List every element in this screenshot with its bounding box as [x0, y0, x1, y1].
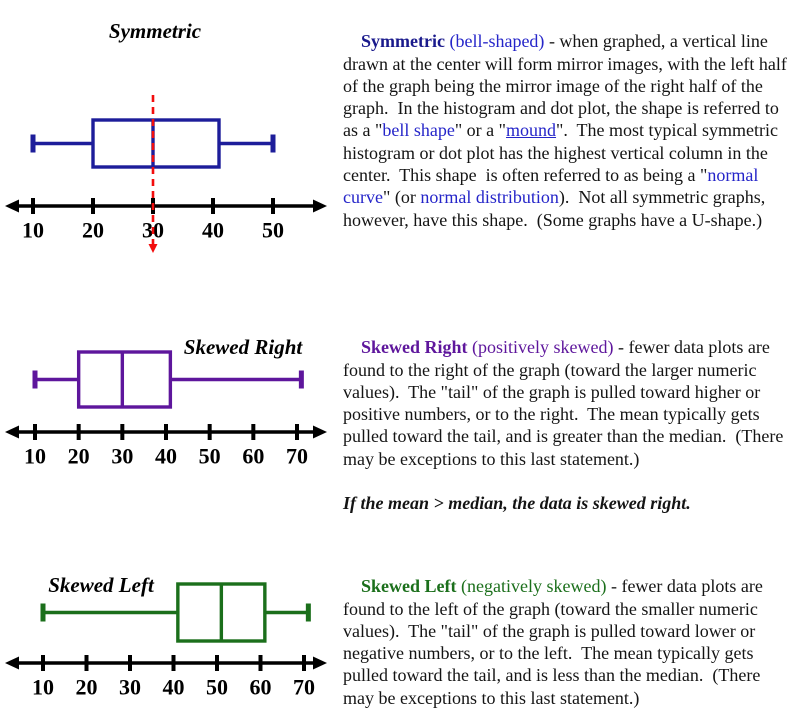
axis-arrow-right-icon [313, 199, 327, 213]
tick-label: 50 [262, 218, 284, 243]
tick-label: 60 [242, 444, 264, 469]
body-text: ). Not all symmetric graphs, however, ha… [343, 187, 770, 230]
iqr-box [91, 118, 221, 169]
figure-title: Symmetric [109, 19, 202, 43]
accent-term-underlined: mound [506, 120, 557, 141]
term-heading: Symmetric [361, 31, 445, 52]
body-text: " (or [382, 187, 421, 208]
term-heading: Skewed Right [361, 337, 468, 358]
accent-term: bell shape [382, 120, 455, 141]
body-text: - fewer data plots are found to the left… [343, 576, 768, 708]
axis-arrow-right-icon [313, 656, 327, 670]
tick-label: 50 [206, 675, 228, 700]
skewed-left-paragraph: Skewed Left (negatively skewed) - fewer … [343, 576, 767, 707]
axis-arrow-left-icon [5, 425, 19, 439]
body-text: - when graphed, a vertical line drawn at… [343, 31, 787, 141]
accent-term: normal distribution [420, 187, 559, 208]
skewed-right-paragraph: Skewed Right (positively skewed) - fewer… [343, 337, 788, 468]
body-text: - fewer data plots are found to the righ… [343, 337, 788, 469]
figure-symmetric-boxplot: 10 20 30 40 50 Symmetric [0, 0, 335, 270]
figure-skewed-left-boxplot: 10 20 30 40 50 60 70 Skewed Left [0, 545, 335, 728]
accent-term: (negatively skewed) [461, 576, 607, 597]
accent-term: (positively skewed) [472, 337, 614, 358]
accent-term: (bell-shaped) [449, 31, 545, 52]
body-text: " or a " [454, 120, 507, 141]
tick-label: 40 [155, 444, 177, 469]
skewed-left-boxplot-svg: 10 20 30 40 50 60 70 Skewed Left [5, 573, 327, 700]
tick-label: 60 [250, 675, 272, 700]
symmetric-paragraph: Symmetric (bell-shaped) - when graphed, … [343, 31, 789, 229]
tick-label: 20 [68, 444, 90, 469]
skewed-left-description: Skewed Left (negatively skewed) - fewer … [343, 553, 789, 728]
skewed-right-rule-line: If the mean > median, the data is skewed… [343, 493, 691, 514]
tick-label: 40 [163, 675, 185, 700]
body-text: ". The most typical symmetric histogram … [343, 120, 783, 186]
axis-arrow-left-icon [5, 656, 19, 670]
tick-label: 20 [76, 675, 98, 700]
tick-label: 40 [202, 218, 224, 243]
tick-label: 30 [111, 444, 133, 469]
tick-label: 10 [32, 675, 54, 700]
accent-term: normal curve [343, 165, 763, 208]
term-heading: Skewed Left [361, 576, 457, 597]
figure-title: Skewed Right [184, 335, 304, 359]
axis-arrow-left-icon [5, 199, 19, 213]
iqr-box [76, 350, 173, 409]
tick-label: 10 [22, 218, 44, 243]
tick-label: 10 [24, 444, 46, 469]
skewed-right-boxplot-svg: 10 20 30 40 50 60 70 Skewed Right [5, 335, 327, 469]
figure-title: Skewed Left [48, 573, 155, 597]
skewed-right-description: Skewed Right (positively skewed) - fewer… [343, 314, 789, 559]
figure-skewed-right-boxplot: 10 20 30 40 50 60 70 Skewed Right [0, 300, 335, 500]
tick-label: 50 [199, 444, 221, 469]
tick-label: 30 [119, 675, 141, 700]
tick-label: 70 [286, 444, 308, 469]
center-line-arrowhead-icon [148, 244, 158, 253]
tick-label: 70 [293, 675, 315, 700]
tick-label: 20 [82, 218, 104, 243]
symmetric-description: Symmetric (bell-shaped) - when graphed, … [343, 8, 789, 276]
axis-arrow-right-icon [313, 425, 327, 439]
